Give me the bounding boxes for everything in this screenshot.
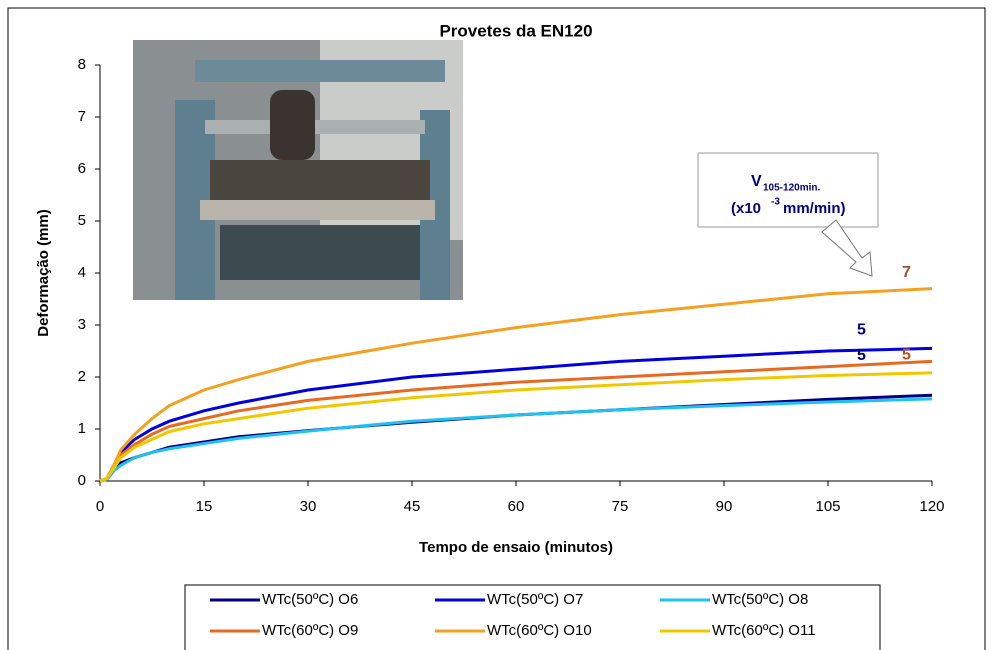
y-tick-label: 7: [78, 108, 86, 125]
end-label: 7: [902, 264, 911, 281]
annotation-symbol: V: [751, 173, 762, 190]
y-tick-label: 2: [78, 368, 86, 385]
y-axis-label: Deformação (mm): [35, 209, 52, 337]
annotation-subscript: 105-120min.: [763, 183, 820, 194]
y-tick-label: 4: [78, 264, 86, 281]
legend-label: WTc(50ºC) O6: [262, 591, 358, 608]
annotation-unit-prefix: (x10: [731, 200, 761, 217]
x-tick-label: 60: [508, 498, 525, 515]
photo-base: [220, 225, 420, 280]
x-tick-label: 120: [919, 498, 944, 515]
y-tick-label: 0: [78, 472, 86, 489]
legend-label: WTc(60ºC) O11: [712, 622, 816, 639]
y-tick-label: 1: [78, 420, 86, 437]
legend-label: WTc(50ºC) O8: [712, 591, 808, 608]
y-tick-label: 6: [78, 160, 86, 177]
annotation-unit-exponent: -3: [771, 197, 780, 208]
x-tick-label: 45: [404, 498, 421, 515]
end-label: 5: [902, 347, 911, 364]
end-label: 5: [857, 322, 866, 339]
chart-title: Provetes da EN120: [439, 21, 592, 40]
y-tick-label: 3: [78, 316, 86, 333]
photo: [133, 40, 463, 300]
legend-label: WTc(60ºC) O10: [487, 622, 592, 639]
y-tick-label: 5: [78, 212, 86, 229]
x-axis-label: Tempo de ensaio (minutos): [419, 539, 613, 556]
end-label: 5: [857, 347, 866, 364]
x-tick-label: 0: [96, 498, 104, 515]
annotation-unit-suffix: mm/min): [783, 200, 846, 217]
x-tick-label: 15: [196, 498, 213, 515]
photo-top-bar: [195, 60, 445, 82]
x-tick-label: 75: [612, 498, 629, 515]
x-tick-label: 105: [815, 498, 840, 515]
photo-tray: [210, 160, 430, 205]
photo-wheel: [270, 90, 315, 160]
x-tick-label: 30: [300, 498, 317, 515]
chart: Provetes da EN120 Tempo de ensaio (minut…: [0, 0, 994, 650]
y-tick-label: 8: [78, 56, 86, 73]
x-tick-label: 90: [716, 498, 733, 515]
photo-plate: [200, 200, 435, 220]
legend-label: WTc(60ºC) O9: [262, 622, 358, 639]
legend-label: WTc(50ºC) O7: [487, 591, 583, 608]
